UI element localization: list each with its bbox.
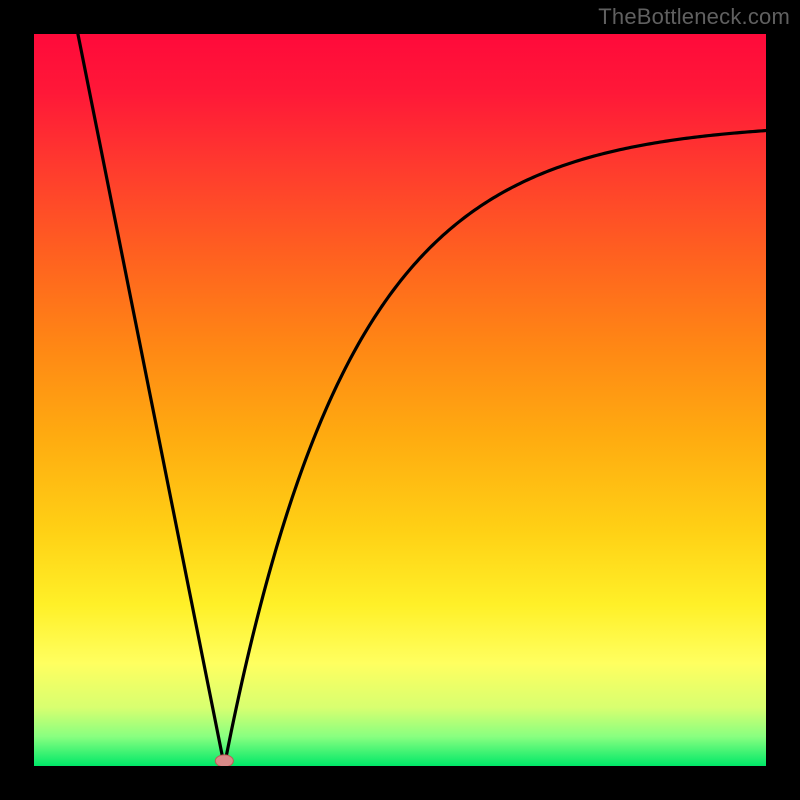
watermark-text: TheBottleneck.com [598, 4, 790, 30]
chart-svg [34, 34, 766, 766]
chart-frame: TheBottleneck.com [0, 0, 800, 800]
plot-area [34, 34, 766, 766]
notch-marker [215, 755, 233, 766]
